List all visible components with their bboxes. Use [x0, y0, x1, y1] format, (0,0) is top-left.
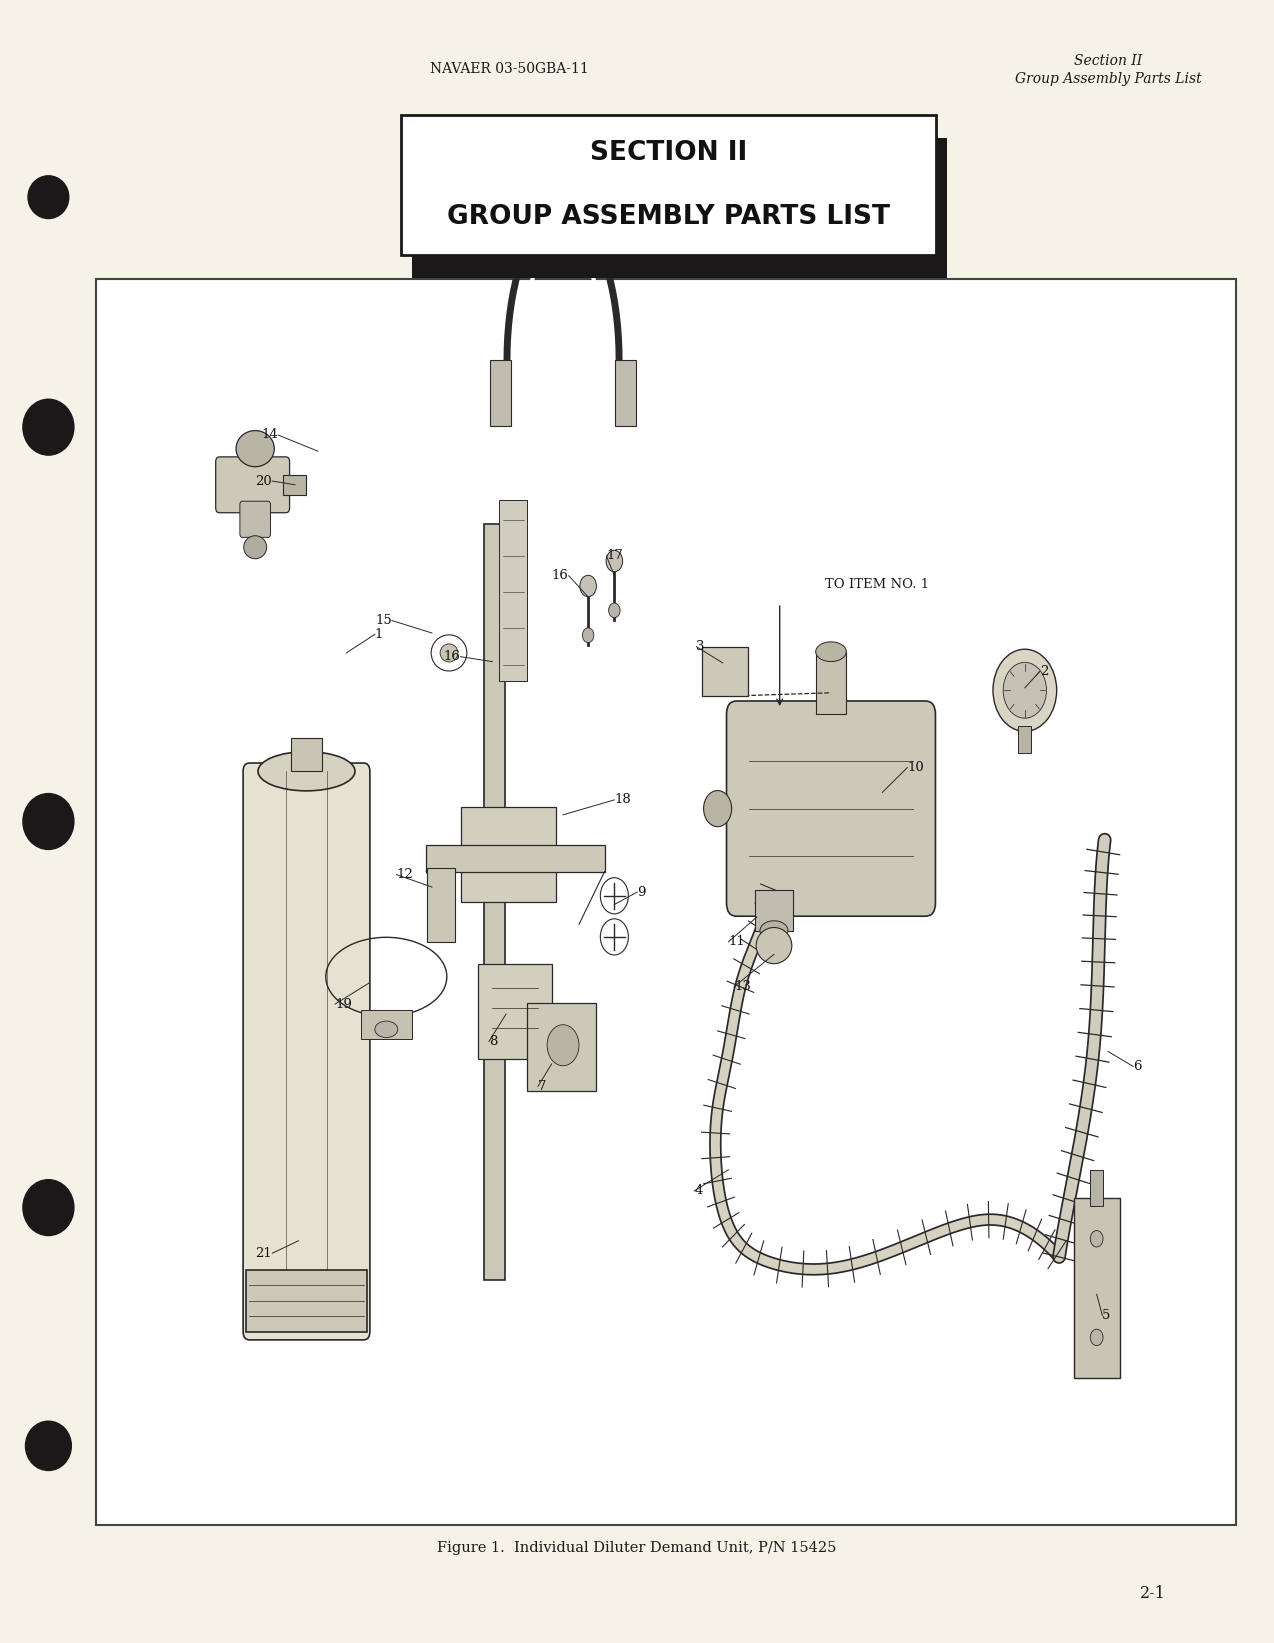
Text: 2: 2 [1040, 665, 1049, 679]
Bar [96, 279, 1236, 1525]
Text: TO ITEM NO. 1: TO ITEM NO. 1 [826, 578, 930, 591]
Bar [461, 807, 557, 902]
Bar [283, 475, 306, 495]
Text: 13: 13 [734, 981, 750, 994]
Ellipse shape [23, 1180, 74, 1236]
Ellipse shape [440, 644, 457, 662]
Ellipse shape [547, 1025, 578, 1066]
Text: SECTION II: SECTION II [590, 140, 748, 166]
FancyBboxPatch shape [243, 762, 369, 1341]
Bar [246, 1270, 367, 1332]
Text: 7: 7 [538, 1079, 547, 1093]
Ellipse shape [243, 536, 266, 559]
Bar [401, 115, 936, 255]
Text: 9: 9 [637, 886, 646, 899]
Text: GROUP ASSEMBLY PARTS LIST: GROUP ASSEMBLY PARTS LIST [447, 204, 891, 230]
Ellipse shape [1003, 662, 1046, 718]
FancyBboxPatch shape [726, 702, 935, 917]
Ellipse shape [582, 628, 594, 642]
Ellipse shape [757, 928, 792, 964]
Ellipse shape [25, 1421, 71, 1470]
Text: 12: 12 [396, 868, 413, 881]
Bar [412, 138, 947, 278]
Ellipse shape [815, 642, 846, 662]
Text: Section II: Section II [1074, 54, 1143, 67]
Text: NAVAER 03-50GBA-11: NAVAER 03-50GBA-11 [431, 62, 589, 76]
Bar [428, 868, 456, 941]
Ellipse shape [1091, 1329, 1103, 1346]
Text: 1: 1 [375, 628, 383, 641]
Bar [1091, 1170, 1103, 1206]
Ellipse shape [761, 920, 789, 940]
Ellipse shape [23, 399, 74, 455]
Text: 6: 6 [1133, 1060, 1142, 1073]
Text: 11: 11 [729, 935, 745, 948]
Text: 4: 4 [694, 1185, 702, 1198]
Ellipse shape [236, 430, 274, 467]
Bar [1074, 1198, 1120, 1378]
FancyBboxPatch shape [240, 501, 270, 537]
Text: 2-1: 2-1 [1140, 1585, 1166, 1602]
Ellipse shape [580, 575, 596, 596]
Text: 15: 15 [376, 614, 392, 628]
Text: Group Assembly Parts List: Group Assembly Parts List [1015, 72, 1201, 85]
Bar [702, 647, 748, 697]
FancyBboxPatch shape [478, 963, 552, 1058]
Text: 14: 14 [261, 429, 278, 442]
Ellipse shape [606, 550, 623, 572]
Bar [815, 652, 846, 715]
Text: 3: 3 [697, 641, 705, 654]
Text: 20: 20 [256, 475, 273, 488]
Bar [427, 845, 605, 871]
Text: 21: 21 [256, 1247, 273, 1260]
Ellipse shape [259, 751, 355, 790]
Text: 18: 18 [614, 794, 631, 807]
Ellipse shape [1091, 1231, 1103, 1247]
Text: Figure 1.  Individual Diluter Demand Unit, P/N 15425: Figure 1. Individual Diluter Demand Unit… [437, 1541, 837, 1554]
FancyBboxPatch shape [527, 1002, 596, 1091]
Bar [484, 524, 505, 1280]
Ellipse shape [375, 1020, 397, 1037]
Text: 16: 16 [443, 651, 460, 664]
Bar [755, 889, 794, 930]
Bar [361, 1009, 412, 1038]
Bar [615, 360, 636, 426]
Ellipse shape [703, 790, 731, 826]
Ellipse shape [23, 794, 74, 849]
Text: 10: 10 [907, 761, 924, 774]
FancyBboxPatch shape [215, 457, 289, 513]
Ellipse shape [609, 603, 620, 618]
Text: 17: 17 [606, 549, 623, 562]
Text: 16: 16 [552, 568, 568, 582]
Bar [499, 501, 527, 682]
Text: 19: 19 [335, 997, 352, 1010]
Text: 5: 5 [1102, 1309, 1111, 1323]
Text: 8: 8 [489, 1035, 497, 1048]
Ellipse shape [28, 176, 69, 219]
Ellipse shape [992, 649, 1056, 731]
Bar [290, 738, 322, 771]
Bar [490, 360, 511, 426]
Bar [1018, 726, 1031, 752]
